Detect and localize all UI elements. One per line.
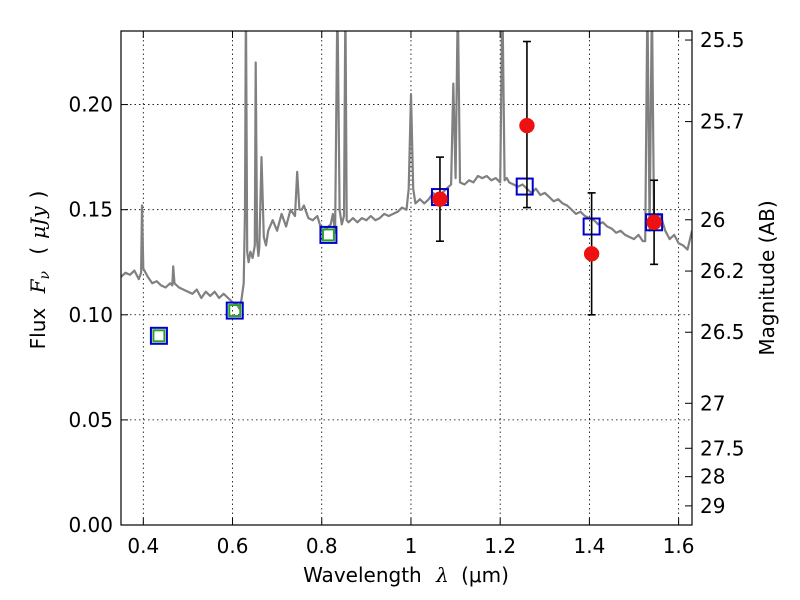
observed-photometry-point [646, 214, 662, 231]
magnitude-tick-label: 29 [700, 494, 725, 518]
observed-photometry-point [519, 117, 535, 134]
x-axis-label: Wavelength λ (μm) [303, 563, 509, 587]
y-axis-label-symbol: F [26, 278, 50, 294]
x-tick-label: 1 [405, 534, 418, 558]
x-axis-label-symbol: λ [435, 563, 449, 587]
magnitude-tick-label: 26 [700, 208, 725, 232]
y-axis-label: Flux Fν (μJy) [26, 191, 54, 350]
magnitude-tick-label: 26.5 [700, 320, 745, 344]
optical-photometry-square [228, 304, 242, 318]
x-tick-label: 0.4 [127, 534, 159, 558]
y-tick-label: 0.05 [68, 408, 113, 432]
y-tick-label: 0.00 [68, 513, 113, 537]
y-axis-label-prefix: Flux [26, 308, 50, 350]
y-axis-label-unit: μJy [26, 206, 50, 239]
y-tick-label: 0.15 [68, 198, 113, 222]
magnitude-tick-label: 25.5 [700, 28, 745, 52]
magnitude-axis-label: Magnitude (AB) [755, 200, 779, 355]
x-axis-label-prefix: Wavelength [303, 563, 422, 587]
magnitude-tick-label: 27.5 [700, 436, 745, 460]
x-tick-label: 0.6 [217, 534, 249, 558]
svg-text:Flux Fν (μJy): Flux Fν (μJy) [26, 191, 54, 350]
magnitude-tick-label: 28 [700, 465, 725, 489]
magnitude-tick-label: 26.2 [700, 259, 745, 283]
y-axis-label-subscript: ν [37, 271, 53, 280]
x-axis-label-unit: (μm) [461, 563, 509, 587]
magnitude-tick-label: 25.7 [700, 110, 745, 134]
model-photometry-square [225, 301, 244, 320]
axis-ticks: 0.4 0.6 0.8 1 1.2 1.4 1.6 0.00 0.05 0.10 0.15 0.20 2… [68, 28, 744, 558]
y-tick-label: 0.10 [68, 303, 113, 327]
observed-photometry-point [583, 246, 600, 262]
x-tick-label: 0.8 [306, 534, 338, 558]
magnitude-tick-label: 27 [700, 391, 725, 415]
y-tick-label: 0.20 [68, 93, 113, 117]
plot-frame [120, 30, 693, 526]
observed-photometry-point [432, 191, 448, 207]
x-tick-label: 1.2 [484, 534, 516, 558]
data-marks [149, 40, 664, 345]
model-photometry-square [149, 326, 168, 345]
x-tick-label: 1.4 [573, 534, 605, 558]
model-photometry-square [319, 225, 338, 244]
optical-photometry-square [321, 228, 335, 242]
optical-photometry-square [152, 329, 166, 343]
model-photometry-square [515, 177, 534, 196]
x-tick-label: 1.6 [663, 534, 695, 558]
